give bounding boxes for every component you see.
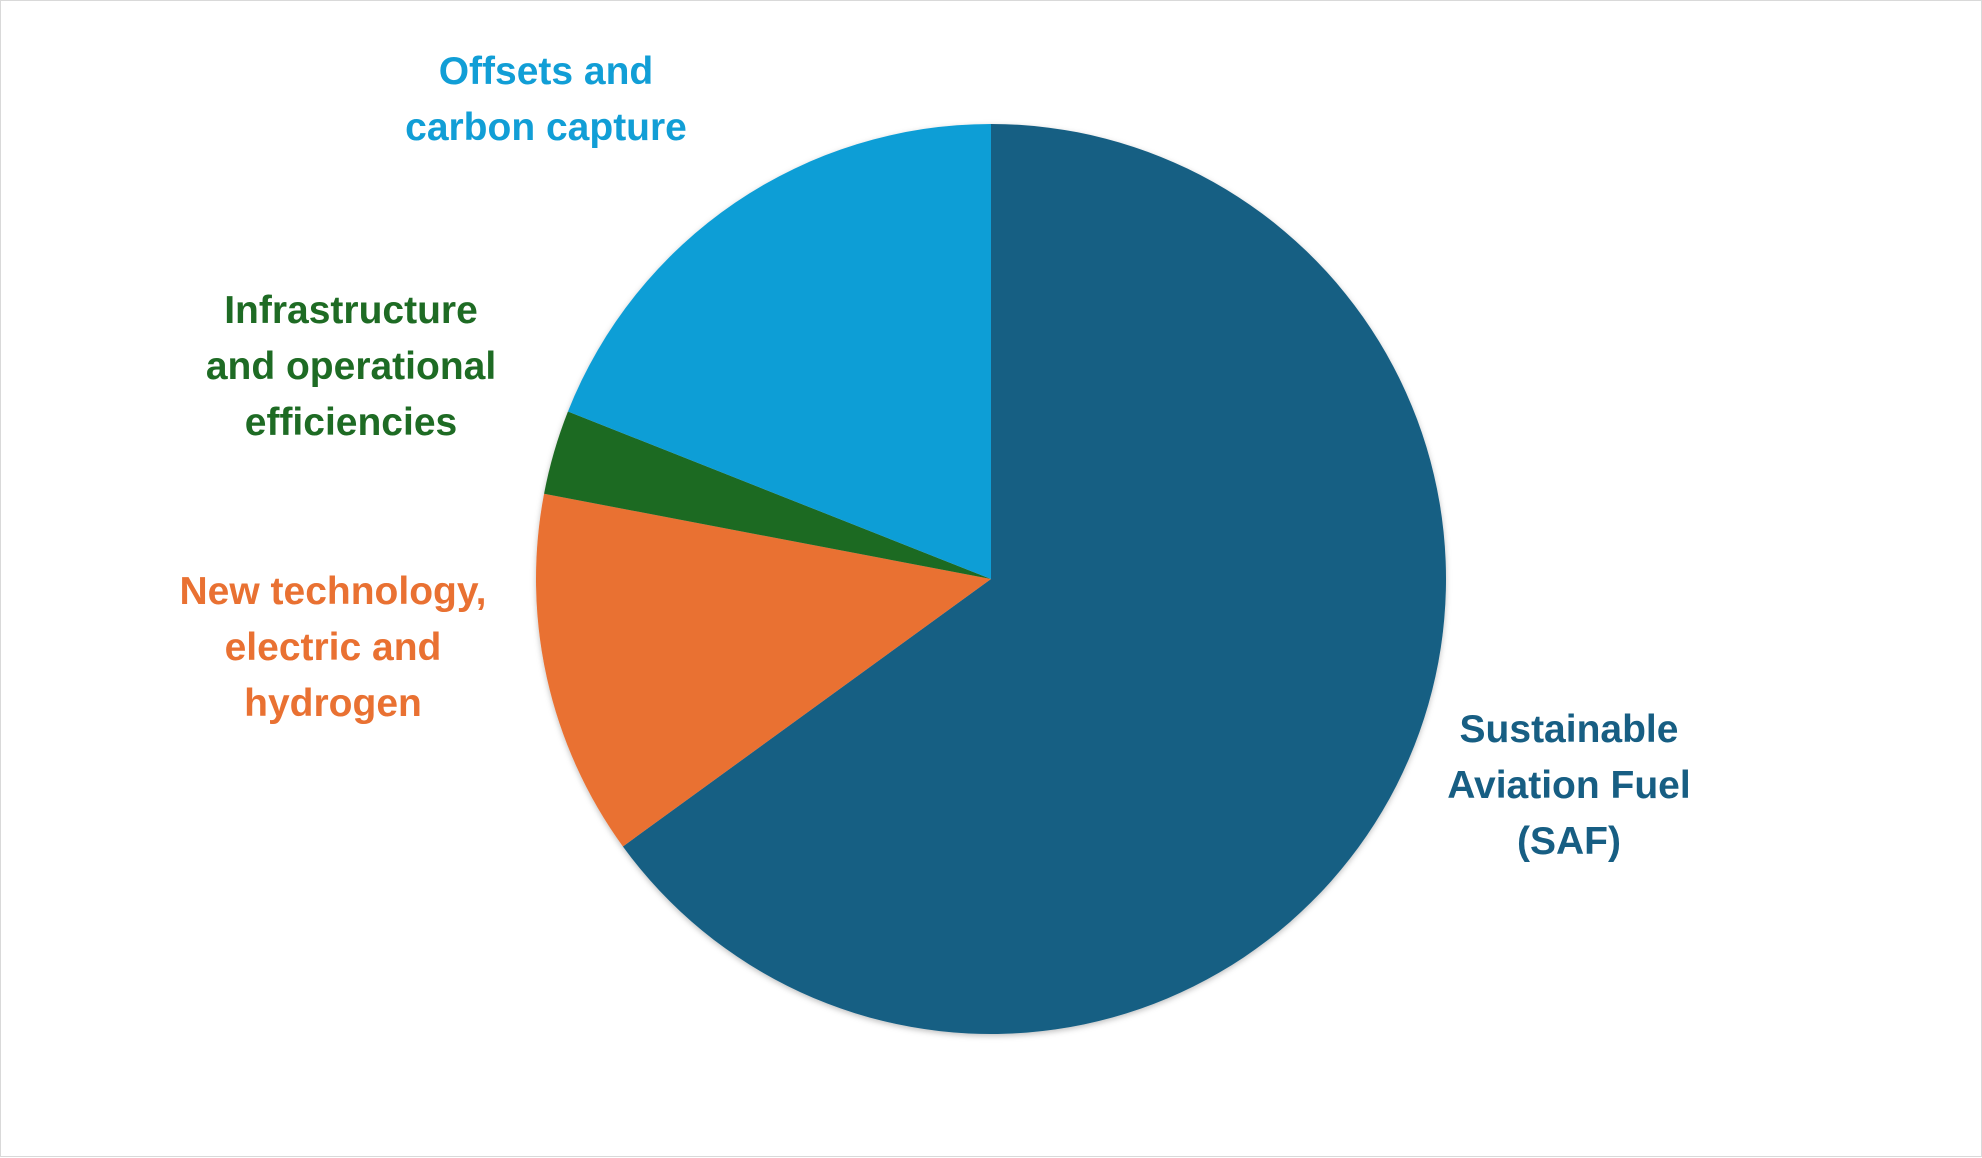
pie-slice-label-line: efficiencies [245, 401, 457, 444]
pie-slice-label-line: Aviation Fuel [1447, 764, 1690, 807]
pie-slice-label-3: Offsets and carbon capture [405, 50, 687, 149]
pie-slice-label-0: Sustainable Aviation Fuel (SAF) [1447, 708, 1690, 863]
pie-slice-0 [622, 124, 1447, 1034]
pie-slice-1 [536, 493, 991, 847]
pie-slice-label-1: New technology, electric and hydrogen [180, 570, 487, 725]
pie-slice-label-line: (SAF) [1517, 820, 1621, 863]
pie-slice-label-line: New technology, [180, 570, 487, 613]
pie-slice-label-line: electric and [225, 626, 442, 669]
pie-slice-label-line: carbon capture [405, 106, 687, 149]
pie-slice-label-line: hydrogen [244, 682, 422, 725]
pie-slice-label-line: Offsets and [439, 50, 654, 93]
pie-slice-3 [567, 124, 991, 579]
pie-slice-2 [544, 411, 991, 579]
pie-slices [536, 124, 1447, 1034]
pie-slice-label-line: Sustainable [1460, 708, 1679, 751]
pie-slice-label-2: Infrastructure and operational efficiencie… [206, 289, 496, 444]
pie-labels: Sustainable Aviation Fuel (SAF) New technol… [180, 50, 1691, 863]
pie-slice-label-line: and operational [206, 345, 496, 388]
pie-slice-label-line: Infrastructure [224, 289, 478, 332]
